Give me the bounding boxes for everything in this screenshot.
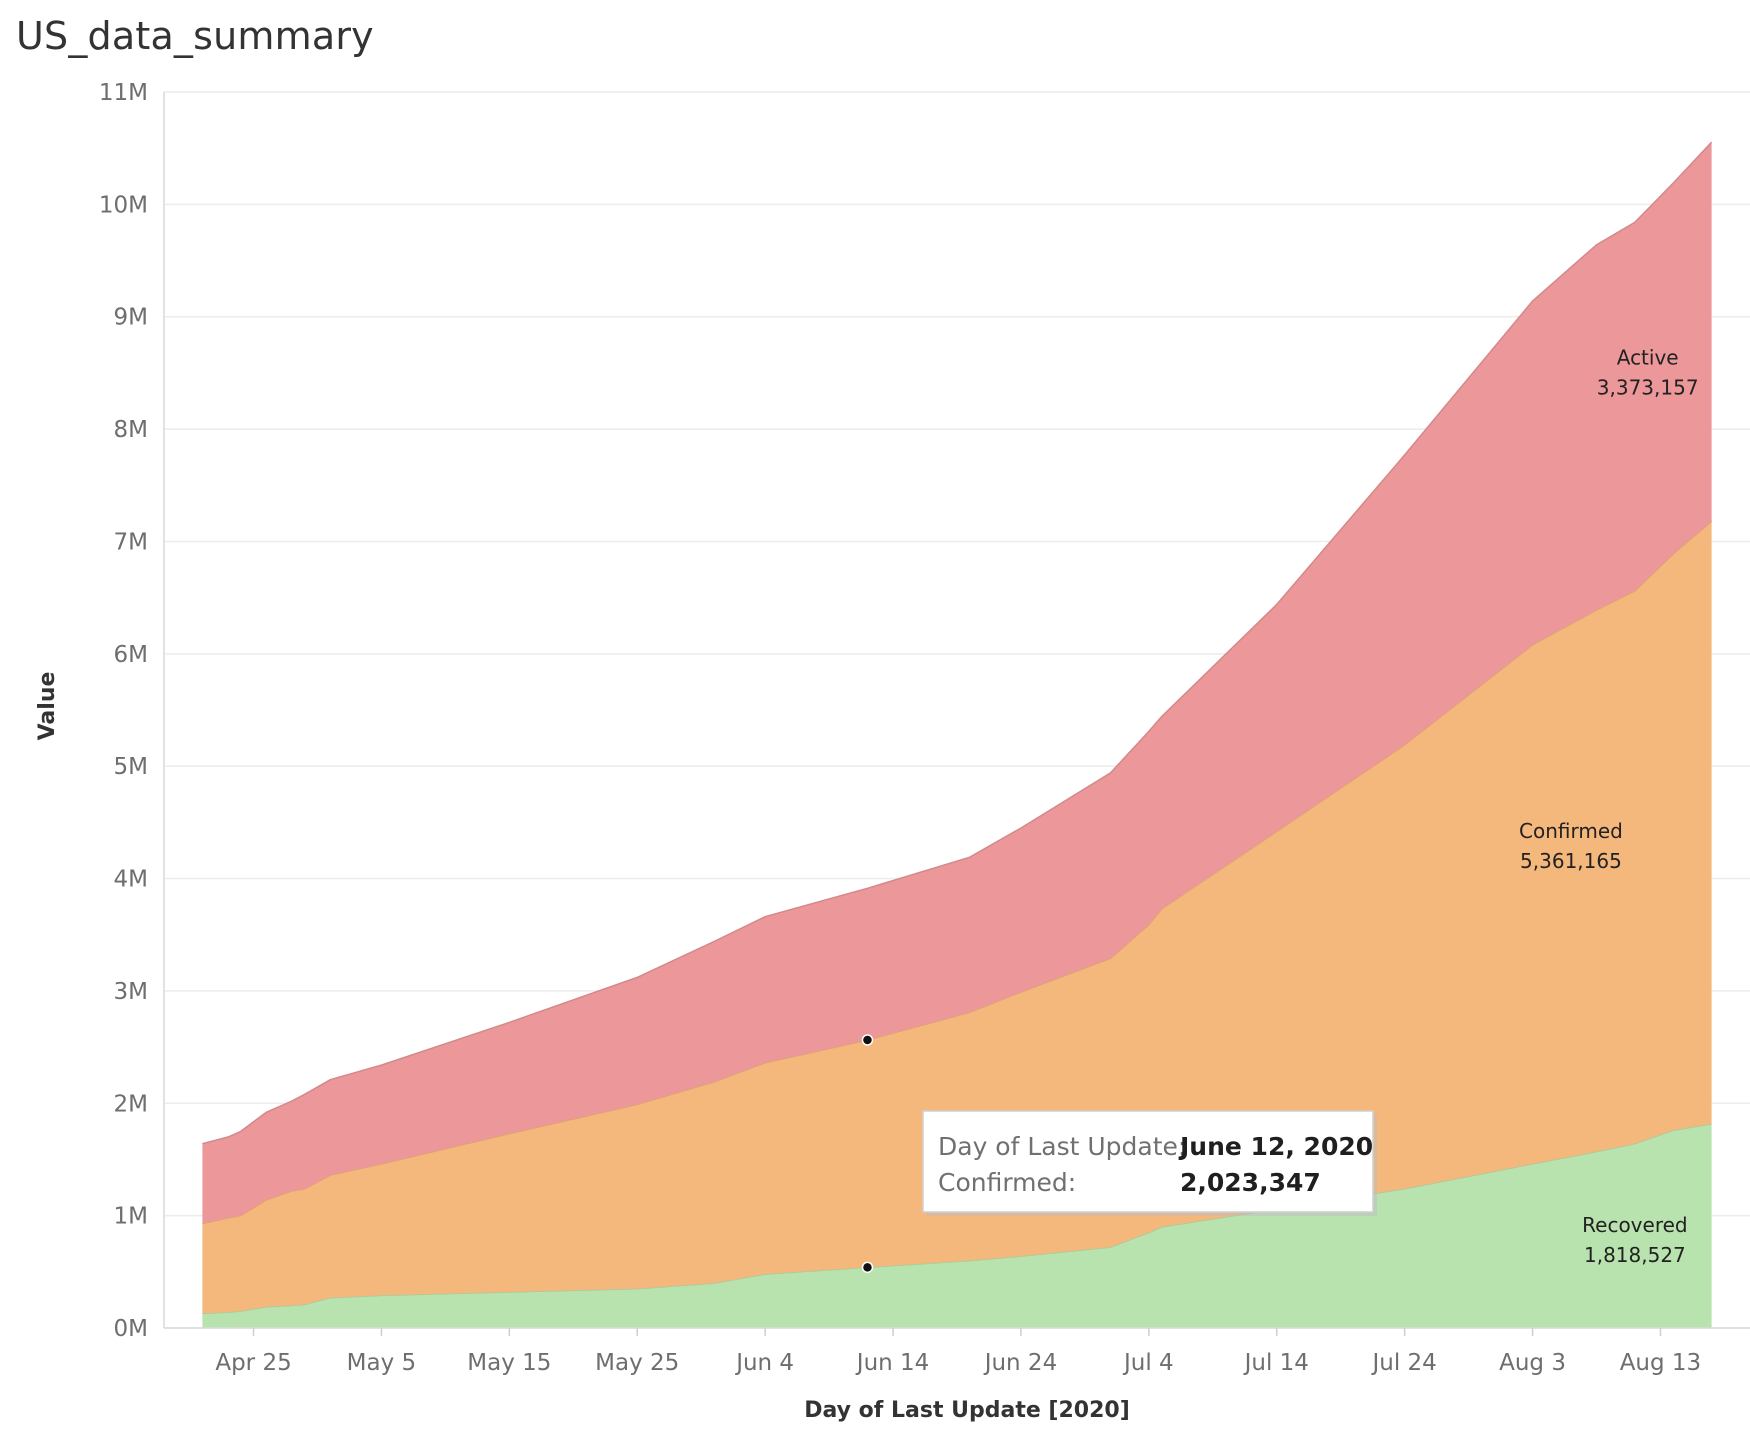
area-value-confirmed: 5,361,165 — [1520, 849, 1622, 873]
tooltip-value-confirmed: 2,023,347 — [1180, 1168, 1321, 1197]
x-tick-labels: Apr 25 May 5 May 15 May 25 Jun 4 Jun 14 Jun 24… — [215, 1328, 1701, 1376]
y-tick-label: 1M — [114, 1204, 148, 1230]
area-label-active: Active — [1617, 345, 1679, 369]
y-tick-label: 10M — [99, 192, 148, 218]
x-tick-label: May 5 — [347, 1350, 417, 1376]
y-tick-labels: 0M 1M 2M 3M 4M 5M 6M 7M 8M 9M 10M 11M — [99, 80, 148, 1342]
tooltip-key-date: Day of Last Update: — [938, 1132, 1186, 1161]
area-label-recovered: Recovered — [1582, 1213, 1687, 1237]
y-tick-label: 2M — [114, 1091, 148, 1117]
area-label-confirmed: Confirmed — [1519, 819, 1623, 843]
tooltip-key-confirmed: Confirmed: — [938, 1168, 1076, 1197]
y-axis-title: Value — [35, 672, 60, 741]
x-tick-label: Jul 14 — [1243, 1350, 1309, 1376]
tooltip-value-date: June 12, 2020 — [1178, 1132, 1373, 1161]
x-tick-label: Apr 25 — [215, 1350, 291, 1376]
x-tick-label: Jun 14 — [855, 1350, 930, 1376]
y-tick-label: 7M — [114, 529, 148, 555]
tooltip-box — [922, 1110, 1374, 1213]
highlight-point — [861, 1261, 874, 1274]
area-active[interactable] — [202, 142, 1712, 1224]
chart-title: US_data_summary — [16, 14, 374, 58]
area-end-labels: Recovered 1,818,527 Confirmed 5,361,165 Acti… — [1519, 345, 1699, 1266]
x-tick-label: Aug 13 — [1620, 1350, 1702, 1376]
x-tick-label: Jun 4 — [734, 1350, 794, 1376]
highlight-markers — [861, 1034, 874, 1274]
area-recovered[interactable] — [202, 1123, 1712, 1328]
x-tick-label: May 15 — [467, 1350, 551, 1376]
x-axis-title: Day of Last Update [2020] — [804, 1398, 1130, 1423]
area-value-recovered: 1,818,527 — [1584, 1243, 1686, 1267]
y-tick-label: 6M — [114, 642, 148, 668]
area-edge-active — [202, 141, 1713, 1145]
tooltip: Day of Last Update: June 12, 2020 Confir… — [922, 1110, 1377, 1216]
x-tick-label: Aug 3 — [1499, 1350, 1566, 1376]
y-tick-label: 3M — [114, 979, 148, 1005]
y-tick-label: 9M — [114, 305, 148, 331]
y-tick-label: 5M — [114, 754, 148, 780]
x-tick-label: May 25 — [595, 1350, 679, 1376]
highlight-point — [861, 1034, 874, 1046]
x-tick-label: Jul 4 — [1122, 1350, 1174, 1376]
area-value-active: 3,373,157 — [1597, 375, 1699, 399]
y-tick-label: 8M — [114, 417, 148, 443]
y-tick-label: 0M — [114, 1316, 148, 1342]
y-tick-label: 4M — [114, 867, 148, 893]
x-tick-label: Jul 24 — [1370, 1350, 1436, 1376]
x-tick-label: Jun 24 — [983, 1350, 1058, 1376]
y-tick-label: 11M — [99, 80, 148, 106]
axes — [163, 92, 1750, 1329]
